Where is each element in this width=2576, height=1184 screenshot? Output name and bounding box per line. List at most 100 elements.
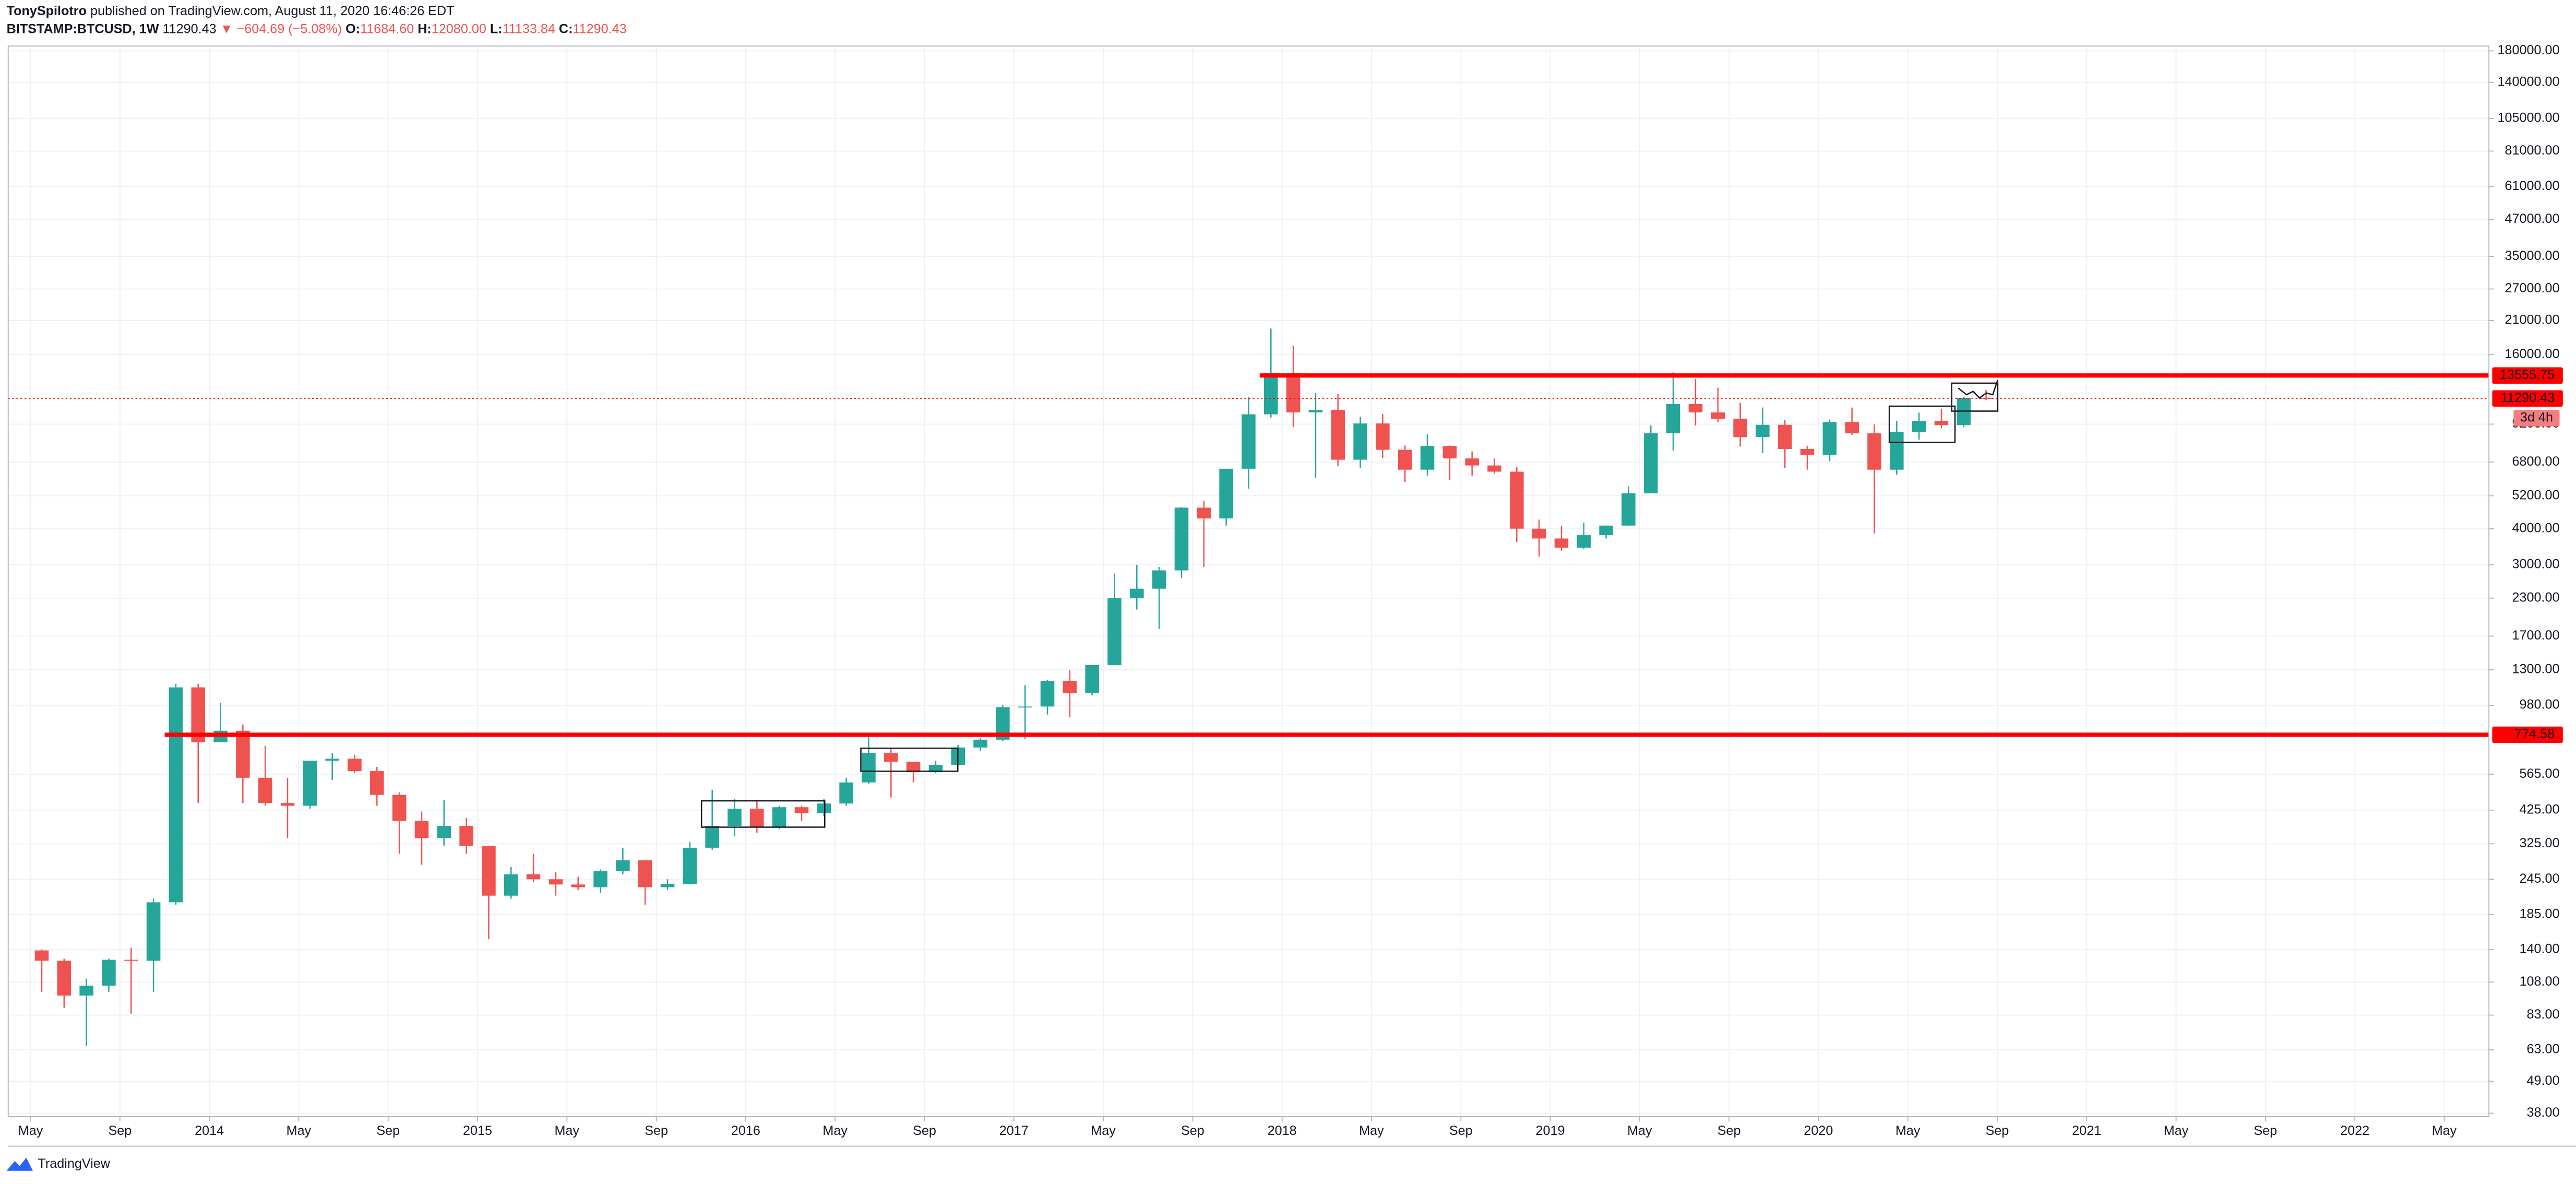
x-tick-label: 2015 [463, 1123, 492, 1138]
x-tick-label: Sep [1718, 1123, 1741, 1138]
y-tick-label: 140.00 [2519, 942, 2559, 956]
candle-body [1420, 446, 1435, 470]
x-tick-label: May [1091, 1123, 1116, 1138]
projection-path [1958, 380, 1999, 399]
candle-body [794, 807, 809, 813]
candle-body [526, 874, 541, 880]
last-price: 11290.43 [162, 21, 216, 36]
y-tick-label: 49.00 [2527, 1073, 2560, 1088]
y-tick-label: 21000.00 [2505, 313, 2559, 327]
candle-body [1107, 598, 1122, 665]
x-tick-label: May [2164, 1123, 2189, 1138]
candle-body [1174, 507, 1189, 571]
x-tick-label: 2014 [195, 1123, 224, 1138]
candle-body [839, 782, 853, 804]
candle-body [1599, 525, 1613, 536]
candle-body [593, 871, 607, 887]
candle-body [1822, 422, 1837, 455]
candle-body [1130, 588, 1144, 598]
y-tick-label: 1700.00 [2512, 628, 2560, 643]
candle-body [817, 803, 831, 813]
x-tick-label: Sep [1181, 1123, 1204, 1138]
footer-brand: TradingView [38, 1156, 110, 1171]
candle-body [683, 847, 697, 884]
candle-body [1845, 422, 1859, 434]
x-tick-label: May [555, 1123, 580, 1138]
candle-body [1867, 433, 1881, 470]
candle-body [258, 777, 272, 803]
x-tick-label: 2019 [1536, 1123, 1565, 1138]
x-tick-label: 2017 [999, 1123, 1029, 1138]
candle-body [1577, 535, 1591, 548]
candle-body [862, 753, 876, 783]
x-tick-label: Sep [1986, 1123, 2009, 1138]
candle-body [1688, 404, 1703, 413]
published: published on TradingView.com, August 11,… [90, 4, 455, 18]
x-tick-label: Sep [1449, 1123, 1473, 1138]
low-label: L: [490, 21, 503, 36]
candle-body [1979, 397, 1993, 399]
footer-logo: TradingView [6, 1156, 111, 1171]
x-tick-label: May [1359, 1123, 1384, 1138]
low-value: 11133.84 [503, 21, 555, 36]
candle-body [1934, 421, 1949, 425]
candle-body [79, 986, 93, 996]
candle-body [1643, 433, 1658, 494]
x-tick-label: 2016 [731, 1123, 760, 1138]
level-label-box [2492, 726, 2563, 743]
candle-body [1308, 410, 1323, 413]
range-box [1888, 405, 1956, 443]
y-tick-label: 6800.00 [2512, 454, 2560, 469]
x-tick-label: 2022 [2340, 1123, 2369, 1138]
candle-body [236, 730, 250, 778]
x-tick-label: Sep [645, 1123, 668, 1138]
candle-body [705, 825, 719, 848]
x-tick-label: May [2432, 1123, 2457, 1138]
x-tick-label: May [287, 1123, 312, 1138]
candle-body [169, 687, 183, 903]
x-tick-label: Sep [2254, 1123, 2277, 1138]
candle-body [1711, 412, 1725, 419]
x-tick-label: 2018 [1268, 1123, 1297, 1138]
candle-body [1666, 404, 1680, 434]
candle-body [728, 809, 742, 826]
x-tick-label: Sep [376, 1123, 400, 1138]
y-tick-label: 83.00 [2527, 1007, 2560, 1022]
candle-body [1018, 706, 1032, 708]
candle-body [1398, 449, 1412, 470]
candle-body [102, 960, 116, 986]
symbol: BITSTAMP:BTCUSD, 1W [7, 21, 159, 36]
y-tick-label: 38.00 [2527, 1105, 2560, 1120]
y-tick-label: 180000.00 [2497, 43, 2559, 57]
candle-body [1912, 421, 1926, 432]
y-tick-label: 2300.00 [2512, 590, 2560, 605]
candle-body [1331, 410, 1345, 460]
price-label: 11290.43 [2501, 390, 2555, 405]
change: ▼ −604.69 (−5.08%) [220, 21, 342, 36]
candle-body [482, 846, 496, 896]
candle-body [392, 795, 407, 821]
y-tick-label: 16000.00 [2505, 347, 2559, 361]
y-tick-label: 185.00 [2519, 906, 2559, 921]
price-label-box [2492, 390, 2563, 407]
candle-body [616, 860, 630, 871]
candle-body [548, 879, 563, 885]
candle-body [1263, 373, 1278, 415]
candle-body [303, 761, 317, 806]
candle-body [571, 884, 586, 887]
y-tick-label: 3000.00 [2512, 557, 2560, 572]
candle-body [1554, 538, 1569, 548]
level-label-box [2492, 367, 2563, 384]
x-tick-label: May [1627, 1123, 1652, 1138]
x-tick-label: May [18, 1123, 43, 1138]
candle-body [280, 803, 295, 806]
grid [8, 46, 2489, 1117]
candle-body [1219, 468, 1233, 519]
countdown-box [2513, 410, 2560, 427]
y-tick-label: 35000.00 [2505, 248, 2559, 263]
candle-body [1487, 465, 1501, 472]
countdown: 3d 4h [2520, 410, 2553, 425]
candle-body [660, 884, 675, 887]
